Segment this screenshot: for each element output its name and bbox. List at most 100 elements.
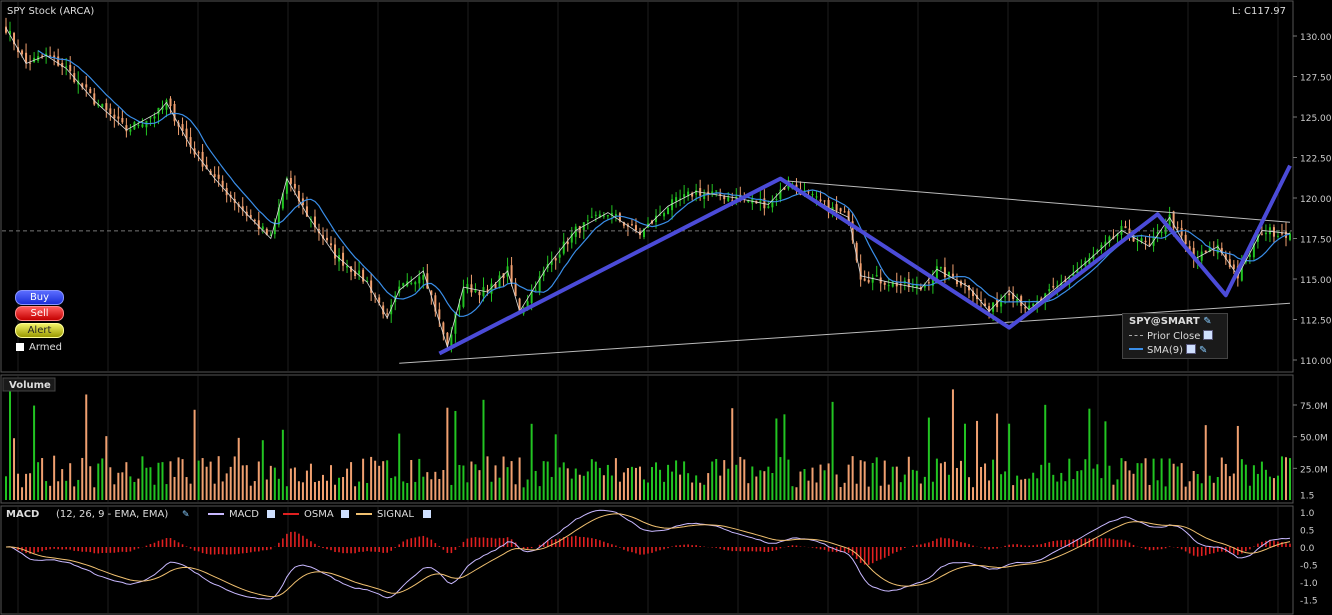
- volume-bar: [578, 474, 581, 500]
- volume-bar: [815, 482, 818, 500]
- candle-body: [358, 270, 361, 275]
- candle-body: [454, 313, 457, 334]
- candle-body: [478, 291, 481, 296]
- candle-body: [923, 284, 926, 288]
- thin-zigzag-line: [5, 27, 1291, 349]
- candle-body: [241, 206, 244, 211]
- candle-body: [446, 332, 449, 346]
- volume-bar: [245, 465, 248, 500]
- volume-bar: [45, 481, 48, 500]
- macd-checkbox[interactable]: [267, 510, 275, 518]
- volume-bar: [69, 463, 72, 500]
- volume-title-box: [2, 377, 56, 392]
- volume-bar: [1088, 408, 1091, 500]
- volume-bar: [313, 482, 316, 500]
- volume-bar: [795, 487, 798, 500]
- volume-bar: [1144, 458, 1147, 500]
- candle-body: [871, 277, 874, 283]
- candle-body: [1228, 259, 1231, 268]
- volume-bar: [1172, 463, 1175, 500]
- macd-edit-icon[interactable]: ✎: [182, 510, 190, 520]
- candle-body: [350, 266, 353, 272]
- candle-body: [362, 269, 365, 282]
- volume-bar: [663, 481, 666, 500]
- candle-body: [835, 204, 838, 211]
- candle-body: [273, 222, 276, 235]
- candle-body: [1260, 233, 1263, 235]
- buy-button[interactable]: Buy: [15, 290, 64, 305]
- price-tick-label: 125.00: [1300, 114, 1332, 124]
- prior-close-checkbox[interactable]: [1203, 330, 1214, 340]
- volume-bar: [751, 466, 754, 500]
- volume-bar: [988, 480, 991, 500]
- candle-body: [378, 297, 381, 303]
- volume-bar: [939, 463, 942, 500]
- candle-body: [939, 266, 942, 269]
- volume-bar: [297, 481, 300, 500]
- candle-body: [988, 306, 991, 312]
- price-layer: [2, 17, 1292, 364]
- volume-bar: [1044, 404, 1047, 500]
- candle-body: [1052, 286, 1055, 288]
- pattern-zigzag-line: [438, 164, 1292, 356]
- candle-body: [943, 267, 946, 278]
- sma-edit-icon[interactable]: ✎: [1198, 345, 1208, 356]
- volume-bar: [915, 470, 918, 500]
- candle-body: [1028, 305, 1031, 312]
- volume-bar: [470, 461, 473, 500]
- volume-bar: [610, 475, 613, 500]
- candle-body: [442, 322, 445, 335]
- candle-body: [843, 211, 846, 213]
- volume-bar: [867, 486, 870, 500]
- volume-bar: [113, 484, 116, 500]
- candle-body: [277, 207, 280, 225]
- armed-checkbox[interactable]: [16, 343, 24, 351]
- volume-bar: [667, 464, 670, 500]
- candle-body: [614, 214, 617, 216]
- volume-bar: [1120, 458, 1123, 500]
- volume-bar: [1092, 468, 1095, 500]
- volume-bar: [1200, 483, 1203, 500]
- candle-body: [1224, 254, 1227, 260]
- alert-button[interactable]: Alert: [15, 323, 64, 338]
- volume-bar: [462, 465, 465, 500]
- volume-bar: [406, 482, 409, 500]
- macd-pane-frame: [0, 505, 1294, 615]
- signal-checkbox[interactable]: [423, 510, 431, 518]
- candle-body: [959, 281, 962, 286]
- volume-bar: [590, 459, 593, 500]
- sma-checkbox[interactable]: [1185, 344, 1196, 354]
- volume-bar: [402, 481, 405, 500]
- candle-body: [590, 216, 593, 218]
- armed-toggle[interactable]: Armed: [16, 342, 62, 353]
- candle-body: [498, 275, 501, 288]
- volume-bar: [638, 466, 641, 500]
- candle-body: [767, 206, 770, 208]
- candle-body: [1060, 282, 1063, 288]
- candle-body: [1188, 246, 1191, 251]
- armed-label: Armed: [29, 342, 63, 353]
- sell-button[interactable]: Sell: [15, 306, 64, 321]
- volume-bar: [927, 417, 930, 500]
- osma-checkbox[interactable]: [341, 510, 349, 518]
- volume-bar: [791, 486, 794, 500]
- volume-bar: [1020, 479, 1023, 500]
- volume-bar: [963, 423, 966, 500]
- volume-bar: [992, 459, 995, 500]
- candle-body: [667, 207, 670, 215]
- volume-bar: [598, 467, 601, 500]
- volume-bar: [1164, 486, 1167, 500]
- candle-body: [963, 283, 966, 285]
- candle-body: [518, 298, 521, 314]
- volume-bar: [249, 485, 252, 500]
- candle-body: [125, 125, 128, 132]
- candle-body: [281, 193, 284, 209]
- volume-bar: [386, 460, 389, 500]
- volume-bar: [771, 472, 774, 500]
- volume-bar: [309, 463, 312, 500]
- candle-body: [534, 289, 537, 291]
- volume-bar: [518, 457, 521, 500]
- legend-edit-icon[interactable]: ✎: [1203, 316, 1212, 327]
- candle-body: [1056, 285, 1059, 287]
